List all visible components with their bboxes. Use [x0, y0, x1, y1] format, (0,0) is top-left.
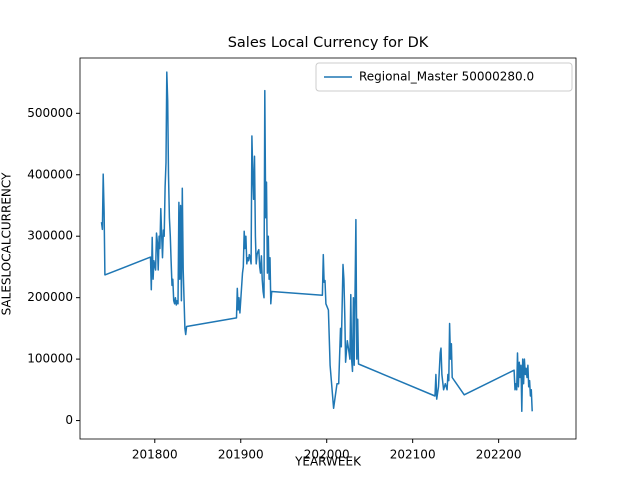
y-tick-label: 100000 — [27, 352, 73, 366]
data-line — [100, 71, 533, 413]
x-tick-label: 201900 — [218, 448, 264, 462]
y-axis-label: SALESLOCALCURRENCY — [0, 172, 14, 315]
legend-label: Regional_Master 50000280.0 — [359, 70, 534, 84]
y-tick-label: 0 — [65, 413, 73, 427]
chart-title: Sales Local Currency for DK — [228, 35, 429, 51]
axes-frame — [79, 57, 577, 440]
legend-box — [315, 62, 573, 92]
y-tick-label: 200000 — [27, 290, 73, 304]
x-tick-label: 202000 — [304, 448, 350, 462]
y-tick-label: 400000 — [27, 167, 73, 181]
y-tick-label: 500000 — [27, 106, 73, 120]
y-tick-label: 300000 — [27, 229, 73, 243]
x-tick-label: 202100 — [390, 448, 436, 462]
x-tick-label: 202200 — [476, 448, 522, 462]
x-axis-label: YEARWEEK — [294, 455, 362, 469]
x-tick-label: 201800 — [132, 448, 178, 462]
